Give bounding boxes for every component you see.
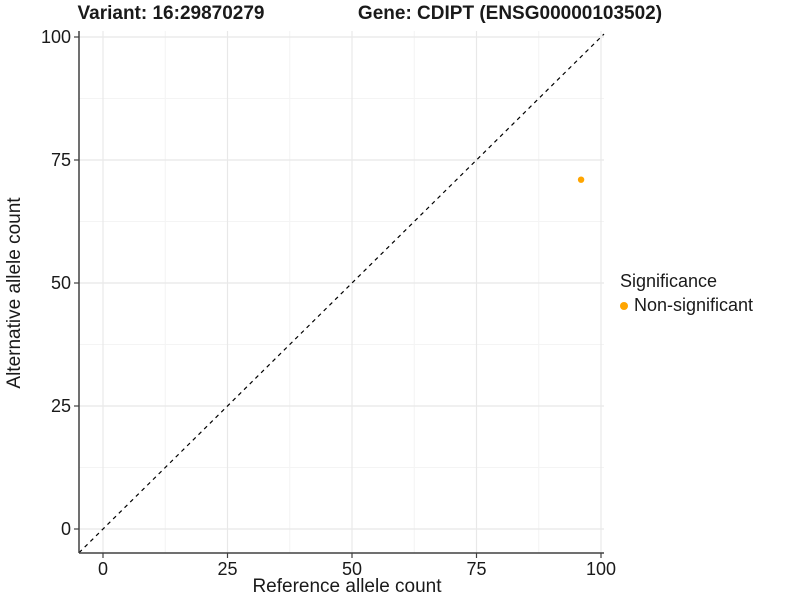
x-axis-title: Reference allele count bbox=[252, 576, 442, 597]
identity-reference-line bbox=[78, 33, 605, 554]
y-tick-label: 75 bbox=[51, 150, 71, 170]
legend-item-label: Non-significant bbox=[634, 295, 754, 315]
x-tick-label: 50 bbox=[342, 559, 362, 579]
legend: Significance Non-significant bbox=[620, 271, 753, 316]
legend-item: Non-significant bbox=[620, 295, 753, 316]
x-tick-label: 100 bbox=[586, 559, 616, 579]
variant-title: Variant: 16:29870279 bbox=[77, 3, 265, 24]
legend-title: Significance bbox=[620, 271, 718, 291]
x-tick-label: 0 bbox=[98, 559, 108, 579]
y-tick-label: 50 bbox=[51, 273, 71, 293]
gene-title: Gene: CDIPT (ENSG00000103502) bbox=[357, 3, 663, 24]
legend-point-swatch bbox=[620, 301, 628, 310]
y-tick-label: 25 bbox=[51, 396, 71, 416]
x-tick-label: 25 bbox=[217, 559, 237, 579]
y-tick-label: 0 bbox=[61, 519, 71, 539]
x-tick-label: 75 bbox=[466, 559, 486, 579]
data-point bbox=[577, 176, 585, 183]
y-tick-label: 100 bbox=[41, 27, 71, 47]
